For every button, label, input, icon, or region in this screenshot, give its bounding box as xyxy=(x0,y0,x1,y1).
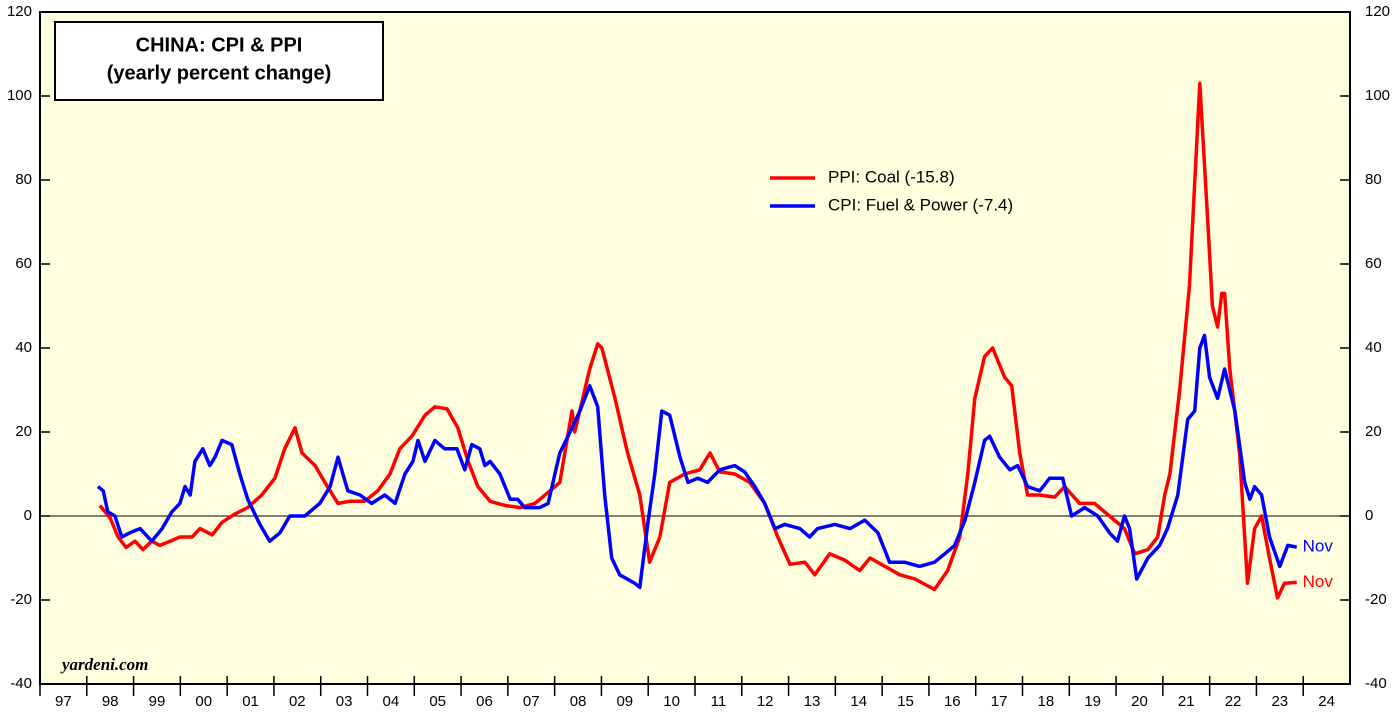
x-tick-label: 24 xyxy=(1318,693,1335,710)
x-tick-label: 14 xyxy=(850,693,867,710)
y-tick-label: -20 xyxy=(10,591,32,608)
y-tick-label: 0 xyxy=(24,507,32,524)
x-tick-label: 18 xyxy=(1038,693,1055,710)
x-tick-label: 22 xyxy=(1225,693,1242,710)
y-tick-label: 60 xyxy=(15,255,32,272)
y2-tick-label: -40 xyxy=(1365,675,1387,692)
plot-area xyxy=(39,11,1351,685)
x-tick-label: 03 xyxy=(336,693,353,710)
y2-tick-label: 0 xyxy=(1365,507,1373,524)
x-tick-label: 01 xyxy=(242,693,259,710)
x-tick-label: 04 xyxy=(383,693,400,710)
legend-label: PPI: Coal (-15.8) xyxy=(828,167,955,186)
y-tick-label: 20 xyxy=(15,423,32,440)
x-tick-label: 08 xyxy=(570,693,587,710)
x-tick-label: 98 xyxy=(102,693,119,710)
x-tick-label: 97 xyxy=(55,693,72,710)
source: yardeni.com xyxy=(60,655,148,674)
x-tick-label: 06 xyxy=(476,693,493,710)
x-tick-label: 23 xyxy=(1271,693,1288,710)
y2-tick-label: 100 xyxy=(1365,87,1390,104)
end-label: Nov xyxy=(1303,537,1334,556)
series-line xyxy=(98,81,1297,600)
x-tick-label: 10 xyxy=(663,693,680,710)
y2-tick-label: 120 xyxy=(1365,3,1390,20)
y-tick-label: -40 xyxy=(10,675,32,692)
x-tick-label: 21 xyxy=(1178,693,1195,710)
y-tick-label: 40 xyxy=(15,339,32,356)
x-tick-label: 13 xyxy=(804,693,821,710)
y2-tick-label: 20 xyxy=(1365,423,1382,440)
x-tick-label: 16 xyxy=(944,693,961,710)
x-tick-label: 09 xyxy=(616,693,633,710)
x-tick-label: 00 xyxy=(195,693,212,710)
legend-label: CPI: Fuel & Power (-7.4) xyxy=(828,195,1013,214)
x-tick-label: 11 xyxy=(711,693,727,710)
x-tick-label: 15 xyxy=(897,693,914,710)
chart-subtitle: (yearly percent change) xyxy=(107,62,332,84)
y2-tick-label: 80 xyxy=(1365,171,1382,188)
series-line xyxy=(96,333,1298,590)
x-tick-label: 17 xyxy=(991,693,1008,710)
y2-tick-label: -20 xyxy=(1365,591,1387,608)
y2-tick-label: 60 xyxy=(1365,255,1382,272)
y-tick-label: 120 xyxy=(7,3,32,20)
x-tick-label: 12 xyxy=(757,693,774,710)
x-tick-label: 02 xyxy=(289,693,306,710)
end-label: Nov xyxy=(1303,572,1334,591)
y-tick-label: 100 xyxy=(7,87,32,104)
x-tick-label: 99 xyxy=(149,693,166,710)
title-box xyxy=(54,21,384,101)
chart-title: CHINA: CPI & PPI xyxy=(136,34,303,56)
x-tick-label: 19 xyxy=(1084,693,1101,710)
plot xyxy=(40,81,1350,600)
y2-tick-label: 40 xyxy=(1365,339,1382,356)
x-tick-label: 07 xyxy=(523,693,540,710)
x-tick-label: 20 xyxy=(1131,693,1148,710)
y-tick-label: 80 xyxy=(15,171,32,188)
x-tick-label: 05 xyxy=(429,693,446,710)
